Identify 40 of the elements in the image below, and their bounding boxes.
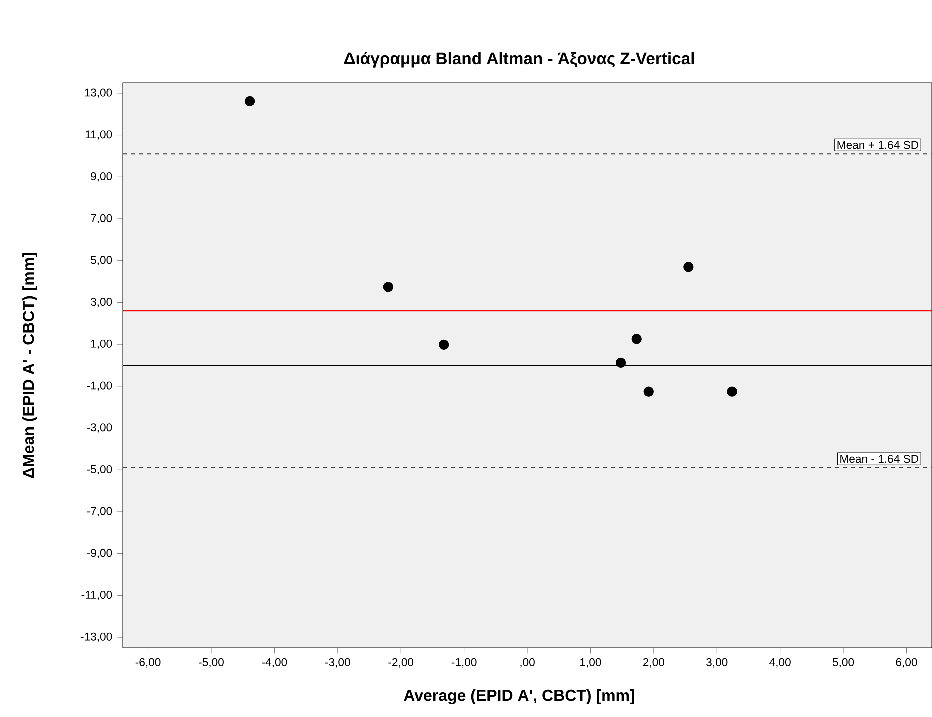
point [383, 282, 394, 292]
y-tick-label: -1,00 [87, 382, 112, 392]
x-tick-label: 1,00 [580, 658, 602, 668]
x-tick-label: -2,00 [388, 658, 414, 668]
x-tick-label: -1,00 [452, 658, 477, 668]
y-tick-label: 1,00 [91, 340, 112, 350]
y-tick-label: -11,00 [82, 591, 112, 600]
y-tick-label: -9,00 [87, 549, 112, 558]
x-tick-label: ,00 [520, 658, 535, 668]
point [616, 358, 626, 368]
x-tick-label: -4,00 [262, 658, 288, 668]
x-tick-label: -6,00 [136, 658, 161, 668]
ref-line-label: Mean + 1.64 SD [838, 141, 919, 150]
y-tick-label: 7,00 [91, 214, 112, 224]
x-tick-label: -3,00 [325, 658, 350, 668]
ref-line-label: Mean - 1.64 SD [840, 455, 919, 464]
y-tick-label: -13,00 [80, 632, 112, 642]
x-tick-label: 3,00 [706, 658, 728, 668]
y-tick-label: 13,00 [85, 88, 112, 98]
y-tick-label: -3,00 [87, 424, 112, 433]
x-tick-label: 6,00 [896, 658, 918, 668]
x-axis-title: Average (EPID A', CBCT) [mm] [404, 690, 634, 704]
y-tick-label: 5,00 [91, 256, 112, 266]
y-axis-title: ΔMean (EPID A' - CBCT) [mm] [22, 252, 38, 478]
point [727, 386, 738, 397]
x-tick-label: 5,00 [832, 658, 854, 668]
point [632, 334, 642, 344]
x-tick-label: -5,00 [199, 658, 224, 668]
y-tick-label: -5,00 [87, 465, 112, 475]
y-tick-label: 9,00 [91, 172, 112, 182]
y-tick-label: -7,00 [87, 507, 112, 517]
chart-title: Διάγραμμα Bland Altman - Άξονας Z-Vertical [344, 52, 694, 68]
point [684, 262, 694, 272]
point [244, 96, 256, 106]
x-tick-label: 2,00 [643, 658, 664, 668]
point [644, 386, 654, 397]
point [439, 340, 450, 350]
y-tick-label: 3,00 [90, 298, 112, 308]
x-tick-label: 4,00 [770, 658, 791, 668]
y-tick-label: 11,00 [86, 130, 112, 140]
